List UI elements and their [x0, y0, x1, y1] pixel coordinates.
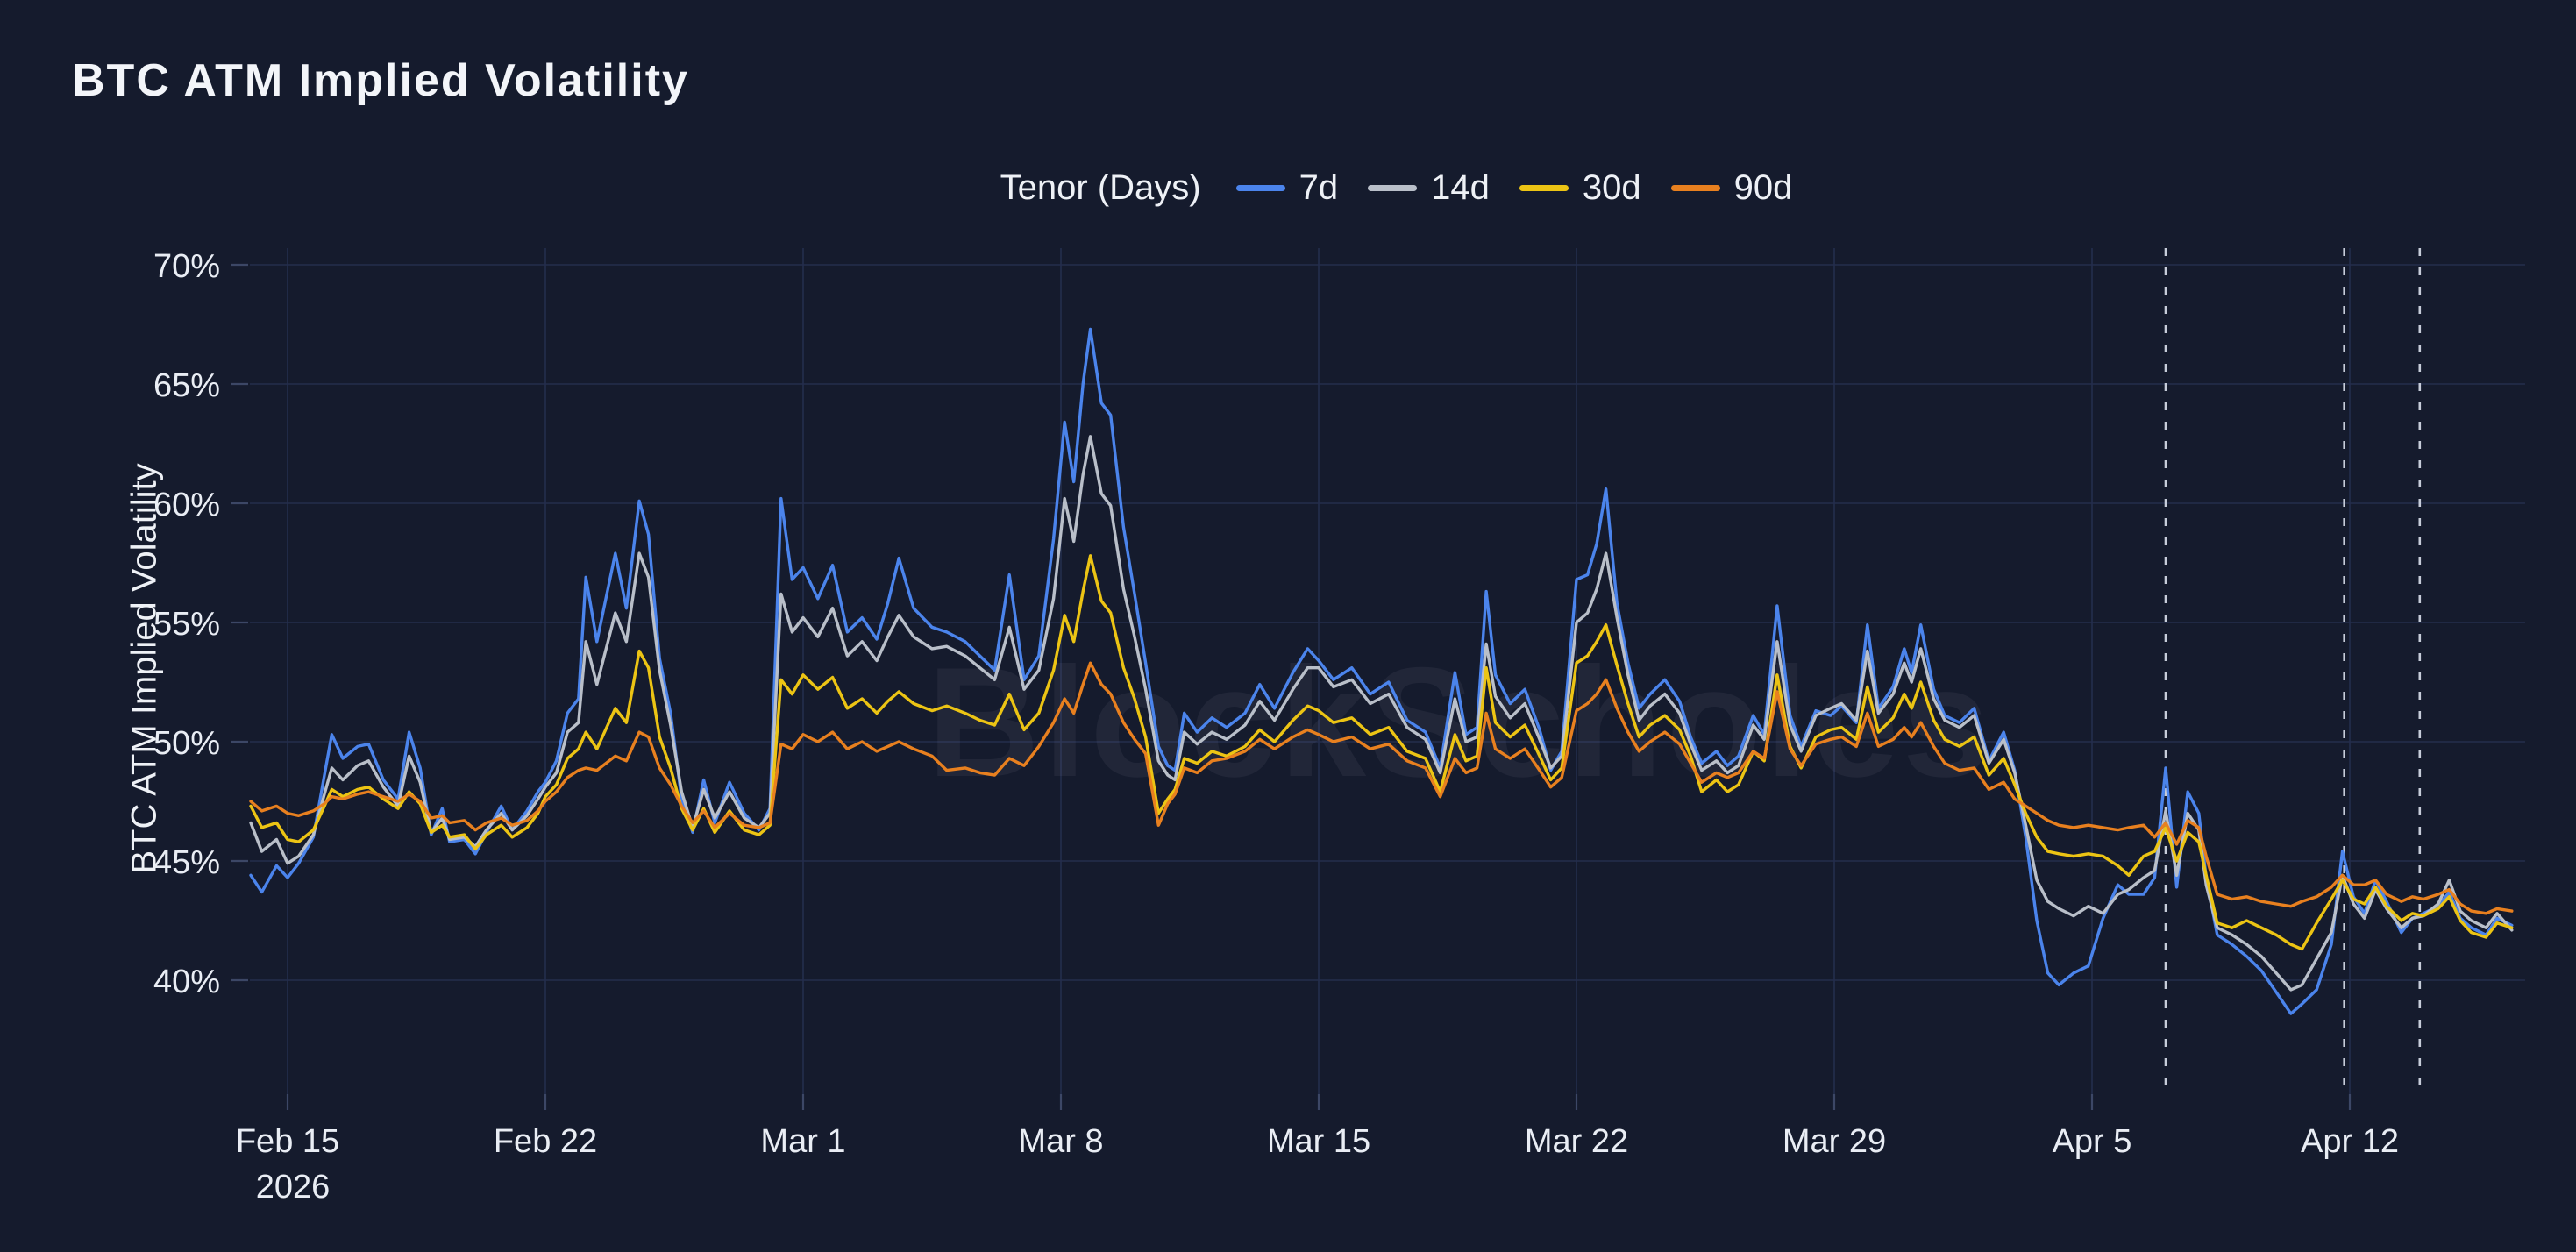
y-tick-label: 65%: [153, 367, 220, 404]
legend-item-label: 30d: [1582, 168, 1641, 207]
series-lines: [249, 327, 2514, 1015]
event-lines: [2164, 248, 2422, 1094]
legend-item-label: 14d: [1431, 168, 1490, 207]
x-tick-label: Mar 22: [1525, 1123, 1628, 1160]
axes: 70% 65% 60% 55% 50% 45% 40% Feb 15 2026 Feb 22 Mar…: [153, 248, 2399, 1206]
legend-swatch-icon: [1670, 185, 1720, 191]
y-tick-label: 60%: [153, 487, 220, 523]
page-title: BTC ATM Implied Volatility: [72, 55, 689, 106]
y-tick-label: 45%: [153, 844, 220, 881]
legend-item-30d[interactable]: 30d: [1519, 168, 1641, 208]
series-line-90d[interactable]: [249, 661, 2514, 915]
x-tick-label: Mar 1: [760, 1123, 845, 1160]
legend: Tenor (Days) 7d 14d 30d 90d: [250, 168, 2543, 208]
series-line-30d[interactable]: [249, 554, 2514, 951]
gridlines: [250, 248, 2525, 1094]
legend-item-14d[interactable]: 14d: [1368, 168, 1490, 208]
legend-swatch-icon: [1368, 185, 1418, 191]
y-tick-label: 40%: [153, 964, 220, 1000]
legend-item-7d[interactable]: 7d: [1235, 168, 1339, 208]
x-tick-label: Mar 15: [1267, 1123, 1370, 1160]
series-line-7d[interactable]: [249, 327, 2514, 1015]
legend-swatch-icon: [1235, 185, 1285, 191]
y-tick-label: 70%: [153, 248, 220, 285]
y-tick-label: 55%: [153, 606, 220, 643]
legend-items: 7d 14d 30d 90d: [1235, 168, 1793, 208]
legend-swatch-icon: [1519, 185, 1569, 191]
x-tick-label: Apr 5: [2053, 1123, 2132, 1160]
legend-item-90d[interactable]: 90d: [1670, 168, 1793, 208]
x-tick-sublabel: 2026: [256, 1169, 331, 1206]
x-tick-label: Mar 8: [1018, 1123, 1103, 1160]
x-tick-label: Apr 12: [2301, 1123, 2399, 1160]
x-tick-label: Feb 22: [494, 1123, 597, 1160]
legend-title: Tenor (Days): [1000, 168, 1201, 207]
legend-item-label: 7d: [1299, 168, 1339, 207]
series-line-14d[interactable]: [249, 435, 2514, 992]
x-tick-label: Mar 29: [1783, 1123, 1886, 1160]
x-tick-label: Feb 15: [236, 1123, 339, 1160]
legend-item-label: 90d: [1733, 168, 1793, 207]
y-tick-label: 50%: [153, 725, 220, 762]
